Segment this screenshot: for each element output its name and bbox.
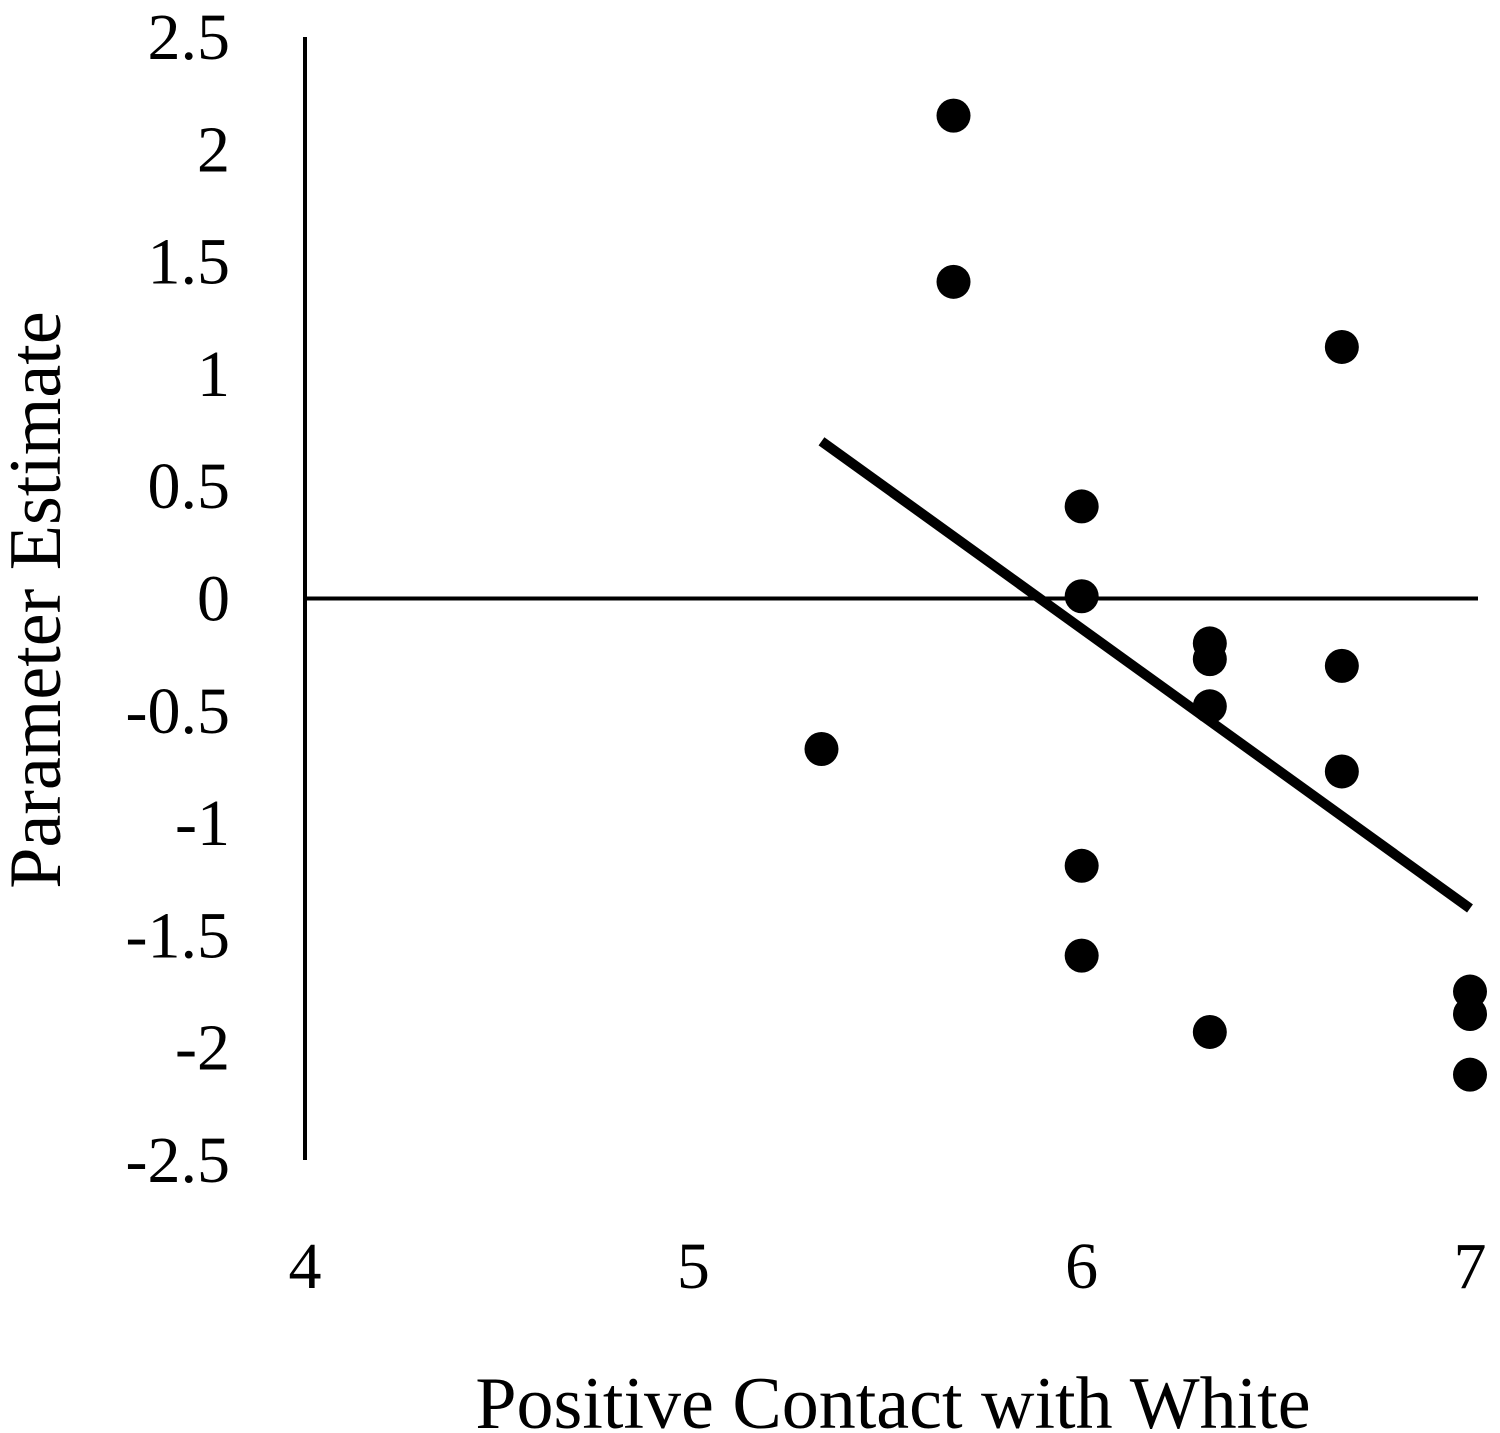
x-tick-label: 5 [677,1230,710,1303]
y-tick-label: 2.5 [148,1,231,74]
y-tick-label: -2.5 [126,1124,230,1197]
data-point [1453,1057,1487,1092]
trend-line [818,437,1473,913]
y-tick-label: 0 [197,563,230,636]
data-point [1064,579,1099,614]
y-tick-label: -2 [175,1012,230,1085]
plot-area [303,37,1487,1160]
x-axis-title: Positive Contact with White [475,1363,1310,1433]
data-point [804,731,839,766]
y-tick-label: 1 [197,338,230,411]
y-tick-label: -1.5 [126,899,230,972]
data-point [936,98,971,133]
x-tick-labels: 4 5 6 7 [289,1230,1487,1303]
data-point [936,264,971,299]
data-points [804,98,1487,1092]
data-point [1192,1014,1227,1049]
x-tick-label: 6 [1065,1230,1098,1303]
y-tick-labels: 2.5 2 1.5 1 0.5 0 -0.5 -1 -1.5 -2 -2.5 [126,1,230,1197]
x-tick-label: 7 [1454,1230,1487,1303]
data-point [1064,489,1099,524]
x-tick-label: 4 [289,1230,322,1303]
data-point [1064,938,1099,973]
y-axis-title: Parameter Estimate [0,311,77,888]
y-tick-label: -1 [175,787,230,860]
y-tick-label: 1.5 [148,226,231,299]
y-tick-label: -0.5 [126,675,230,748]
data-point [1192,689,1227,724]
data-point [1324,329,1359,364]
data-point [1064,848,1099,883]
data-point [1192,642,1227,677]
data-point [1453,997,1487,1032]
data-point [1324,648,1359,683]
y-tick-label: 0.5 [148,450,231,523]
y-tick-label: 2 [197,113,230,186]
data-point [1324,754,1359,789]
